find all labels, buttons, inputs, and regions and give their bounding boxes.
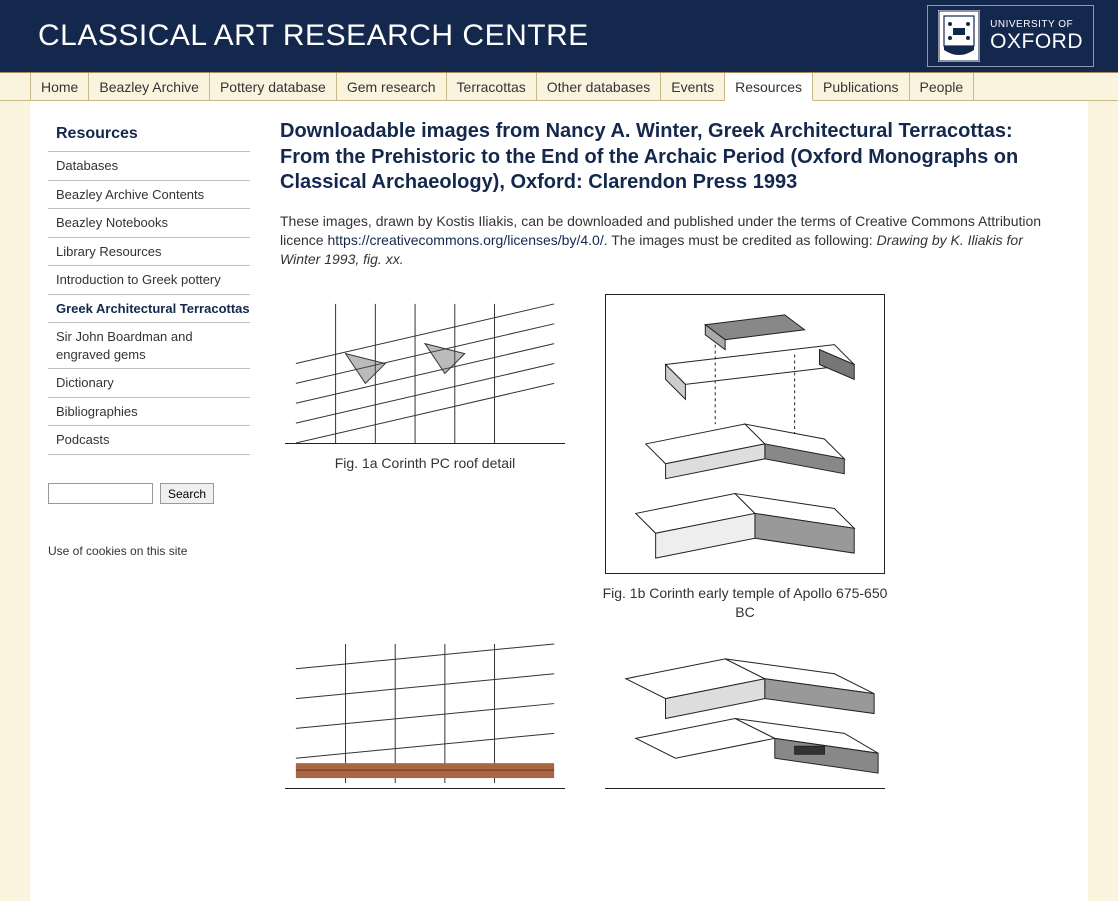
figure-2b xyxy=(600,639,890,799)
sidebar-item-beazley-notebooks[interactable]: Beazley Notebooks xyxy=(48,209,250,238)
main-nav: HomeBeazley ArchivePottery databaseGem r… xyxy=(0,72,1118,101)
nav-item-resources[interactable]: Resources xyxy=(725,73,813,101)
cookie-link[interactable]: Use of cookies on this site xyxy=(48,544,250,558)
sidebar-item-podcasts[interactable]: Podcasts xyxy=(48,426,250,455)
nav-item-home[interactable]: Home xyxy=(30,73,89,100)
main-container: Resources DatabasesBeazley Archive Conte… xyxy=(30,101,1088,901)
sidebar-item-library-resources[interactable]: Library Resources xyxy=(48,238,250,267)
oxford-logo[interactable]: UNIVERSITY OF OXFORD xyxy=(927,5,1094,67)
nav-item-pottery-database[interactable]: Pottery database xyxy=(210,73,337,100)
figure-1b-caption: Fig. 1b Corinth early temple of Apollo 6… xyxy=(600,584,890,620)
sidebar-item-sir-john-boardman-and-engraved-gems[interactable]: Sir John Boardman and engraved gems xyxy=(48,323,250,369)
nav-item-other-databases[interactable]: Other databases xyxy=(537,73,662,100)
cc-licence-link[interactable]: https://creativecommons.org/licenses/by/… xyxy=(327,232,603,248)
site-title: CLASSICAL ART RESEARCH CENTRE xyxy=(38,19,589,53)
figure-1a-image[interactable] xyxy=(285,294,565,444)
intro-text: These images, drawn by Kostis Iliakis, c… xyxy=(280,212,1058,269)
sidebar-list: DatabasesBeazley Archive ContentsBeazley… xyxy=(48,152,250,455)
search-input[interactable] xyxy=(48,483,153,504)
figure-1b: Fig. 1b Corinth early temple of Apollo 6… xyxy=(600,294,890,620)
sidebar-item-databases[interactable]: Databases xyxy=(48,152,250,181)
oxford-crest-icon xyxy=(938,10,980,62)
figure-1a-caption: Fig. 1a Corinth PC roof detail xyxy=(335,454,516,472)
figure-2a-image[interactable] xyxy=(285,639,565,789)
nav-item-people[interactable]: People xyxy=(910,73,975,100)
site-header: CLASSICAL ART RESEARCH CENTRE UNIVERSITY… xyxy=(0,0,1118,72)
nav-item-gem-research[interactable]: Gem research xyxy=(337,73,447,100)
oxford-logo-text: UNIVERSITY OF OXFORD xyxy=(990,19,1083,53)
sidebar-title: Resources xyxy=(48,119,250,152)
sidebar-item-greek-architectural-terracottas[interactable]: Greek Architectural Terracottas xyxy=(48,295,250,324)
sidebar-item-bibliographies[interactable]: Bibliographies xyxy=(48,398,250,427)
sidebar-item-beazley-archive-contents[interactable]: Beazley Archive Contents xyxy=(48,181,250,210)
content-area: Downloadable images from Nancy A. Winter… xyxy=(260,119,1088,861)
figure-2b-image[interactable] xyxy=(605,639,885,789)
figure-2a xyxy=(280,639,570,799)
page-title: Downloadable images from Nancy A. Winter… xyxy=(280,119,1058,196)
figure-1a: Fig. 1a Corinth PC roof detail xyxy=(280,294,570,620)
sidebar-item-dictionary[interactable]: Dictionary xyxy=(48,369,250,398)
search-row: Search xyxy=(48,483,250,504)
sidebar-item-introduction-to-greek-pottery[interactable]: Introduction to Greek pottery xyxy=(48,266,250,295)
nav-item-events[interactable]: Events xyxy=(661,73,725,100)
figure-gallery: Fig. 1a Corinth PC roof detail xyxy=(280,294,1058,798)
nav-item-terracottas[interactable]: Terracottas xyxy=(447,73,537,100)
sidebar: Resources DatabasesBeazley Archive Conte… xyxy=(30,119,260,861)
nav-item-publications[interactable]: Publications xyxy=(813,73,910,100)
search-button[interactable]: Search xyxy=(160,483,214,504)
nav-item-beazley-archive[interactable]: Beazley Archive xyxy=(89,73,210,100)
intro-post: . The images must be credited as followi… xyxy=(604,232,877,248)
figure-1b-image[interactable] xyxy=(605,294,885,574)
